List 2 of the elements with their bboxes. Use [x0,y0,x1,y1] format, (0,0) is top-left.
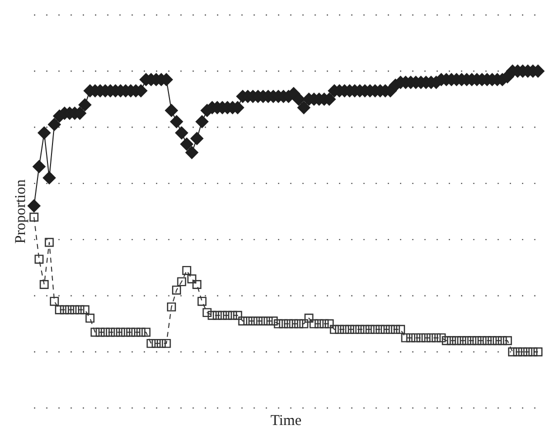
x-axis-title: Time [270,412,302,429]
y-axis-title: Proportion [12,178,29,244]
